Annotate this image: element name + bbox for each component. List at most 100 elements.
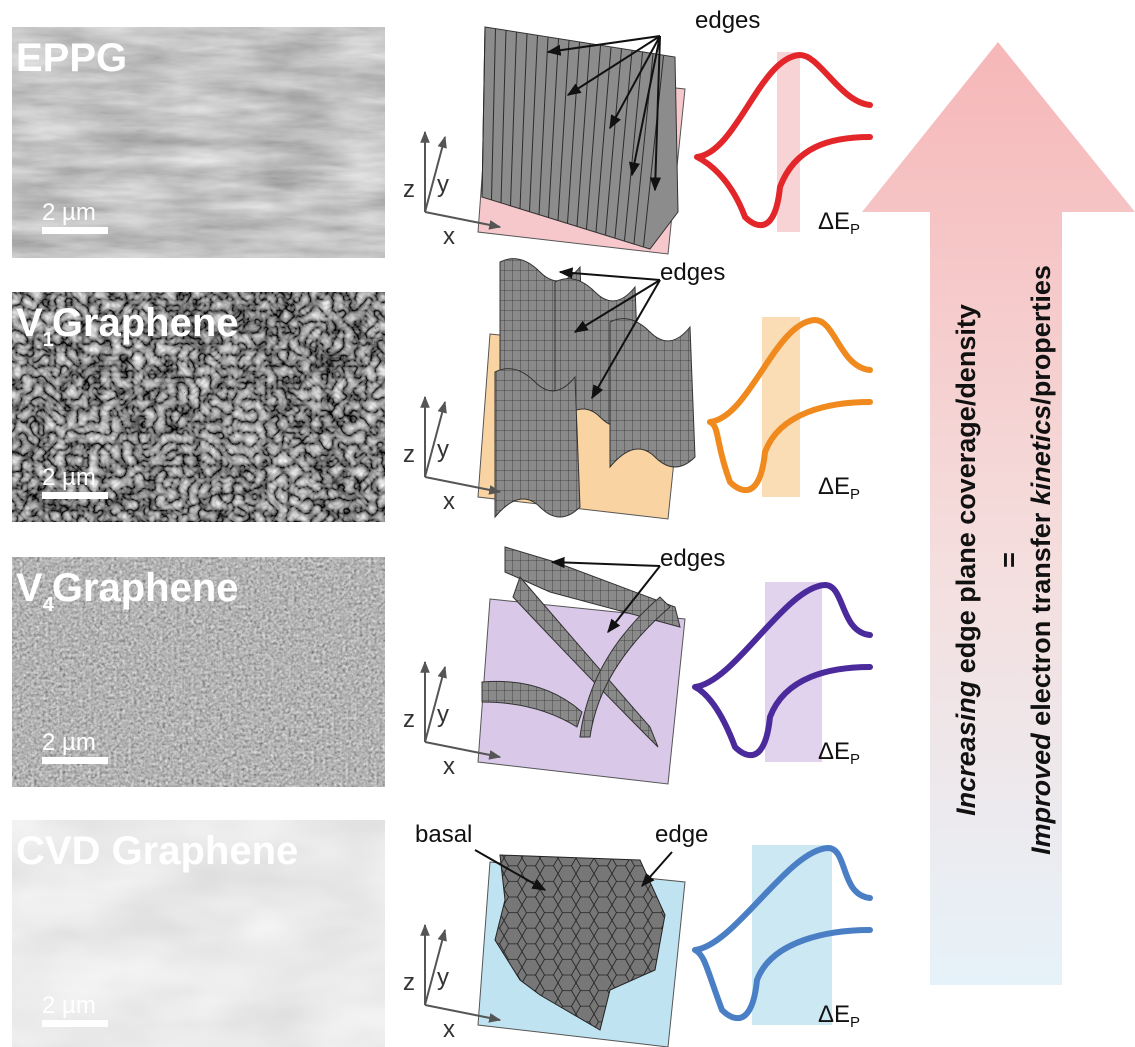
axis-label-y: y <box>437 171 449 198</box>
sem-image <box>12 820 385 1047</box>
scale-bar <box>42 1020 108 1027</box>
label-rest: Graphene <box>52 566 239 610</box>
result-text-part: electron transfer <box>1026 505 1056 733</box>
slab-line <box>595 47 612 232</box>
callout-arrow <box>628 35 661 177</box>
label-sub: 1 <box>43 329 54 351</box>
callout-arrow <box>546 35 661 56</box>
callout-arrow <box>591 279 661 400</box>
panel-label: EPPG <box>16 36 127 80</box>
callout-label: edges <box>695 7 760 34</box>
axis-label-y: y <box>437 436 449 463</box>
slab-line <box>605 49 622 235</box>
axis-y <box>424 928 447 1006</box>
panel: EPPG 2 µm z yx edges ΔEP <box>12 7 873 258</box>
delta-main: ΔE <box>818 738 850 765</box>
callout-label: edge <box>655 821 708 848</box>
axis-label-y: y <box>437 964 449 991</box>
delta-main: ΔE <box>818 1001 850 1028</box>
axis-label-x: x <box>443 1016 455 1043</box>
cv-curve <box>694 51 873 229</box>
delta-ep: ΔEP <box>818 738 860 768</box>
axis-y <box>424 665 447 743</box>
slab-line <box>643 55 664 247</box>
scale-bar-label: 2 µm <box>42 199 96 226</box>
trend-text-part: edge plane coverage/density <box>951 304 981 681</box>
delta-ep: ΔEP <box>818 473 860 503</box>
panel-label: V4Graphene <box>16 566 239 616</box>
panel: CVD Graphene 2 µm z yx basal edge ΔEP <box>12 820 873 1047</box>
delta-sub: P <box>850 751 860 768</box>
slab-line <box>481 26 486 198</box>
axis-x <box>424 741 502 760</box>
cv-curve <box>707 316 873 494</box>
sem-image <box>12 292 385 522</box>
label-main: V <box>16 301 43 345</box>
axis-label-z: z <box>403 706 415 733</box>
slab-line <box>624 52 643 241</box>
axis-y <box>424 135 447 213</box>
cv-curve <box>692 844 873 1022</box>
delta-main: ΔE <box>818 473 850 500</box>
label-main: CVD Graphene <box>16 829 298 873</box>
axis-label-z: z <box>403 441 415 468</box>
edge-ribbon <box>481 680 583 728</box>
trend-text-part: Increasing <box>951 680 981 816</box>
callout-arrow <box>566 35 661 96</box>
scale-bar <box>42 492 108 499</box>
slab-line <box>519 33 528 209</box>
edge-ribbon <box>494 368 581 519</box>
slab-line <box>548 38 559 218</box>
slab-line <box>557 40 570 221</box>
panel: V1Graphene 2 µm z yx edges ΔEP <box>12 258 873 522</box>
axis-label-y: y <box>437 701 449 728</box>
slab-line <box>500 30 507 203</box>
callout-label: edges <box>660 545 725 572</box>
edge-ribbon <box>512 576 659 748</box>
slab-line <box>538 37 549 215</box>
delta-main: ΔE <box>818 208 850 235</box>
result-text: Improved electron transfer kinetics/prop… <box>1026 265 1056 855</box>
callout-arrow <box>550 556 661 569</box>
edge-ribbon <box>579 596 671 738</box>
axis-x <box>424 211 502 230</box>
callout-arrow <box>558 267 661 281</box>
callout-arrow <box>573 279 661 333</box>
callout-arrow <box>649 35 662 192</box>
peak-separation <box>777 52 800 232</box>
scale-bar-label: 2 µm <box>42 464 96 491</box>
callout-arrow <box>474 849 547 891</box>
axis-label-x: x <box>443 488 455 515</box>
scale-bar <box>42 227 108 234</box>
result-text-part: /properties <box>1026 265 1056 405</box>
sem-image <box>12 27 385 258</box>
axis-label-z: z <box>403 969 415 996</box>
slab-line <box>614 50 633 238</box>
label-main: EPPG <box>16 36 127 80</box>
axis-x <box>424 476 502 495</box>
delta-ep: ΔEP <box>818 208 860 238</box>
axis-label-x: x <box>443 753 455 780</box>
slab-line <box>510 32 517 206</box>
slab-line <box>529 35 538 212</box>
delta-ep: ΔEP <box>818 1001 860 1031</box>
cv-curve <box>692 581 873 759</box>
callout-arrow <box>609 35 661 130</box>
panel: V4Graphene 2 µm z yx edges ΔEP <box>12 545 873 787</box>
axis-label-x: x <box>443 223 455 250</box>
callout-label: edges <box>660 259 725 286</box>
trend-arrow: Increasing edge plane coverage/density =I… <box>862 42 1135 985</box>
label-main: V <box>16 566 43 610</box>
panel-label: V1Graphene <box>16 301 239 351</box>
callout-arrow <box>641 851 673 888</box>
label-rest: Graphene <box>52 301 239 345</box>
axis-label-z: z <box>403 176 415 203</box>
slab-line <box>491 28 496 200</box>
arrow-shape <box>862 42 1135 985</box>
edge-ribbon <box>609 318 696 469</box>
result-text-part: Improved <box>1026 733 1056 855</box>
slab-line <box>576 43 591 227</box>
slab-line <box>567 42 580 224</box>
graphene-lattice <box>494 854 666 1031</box>
